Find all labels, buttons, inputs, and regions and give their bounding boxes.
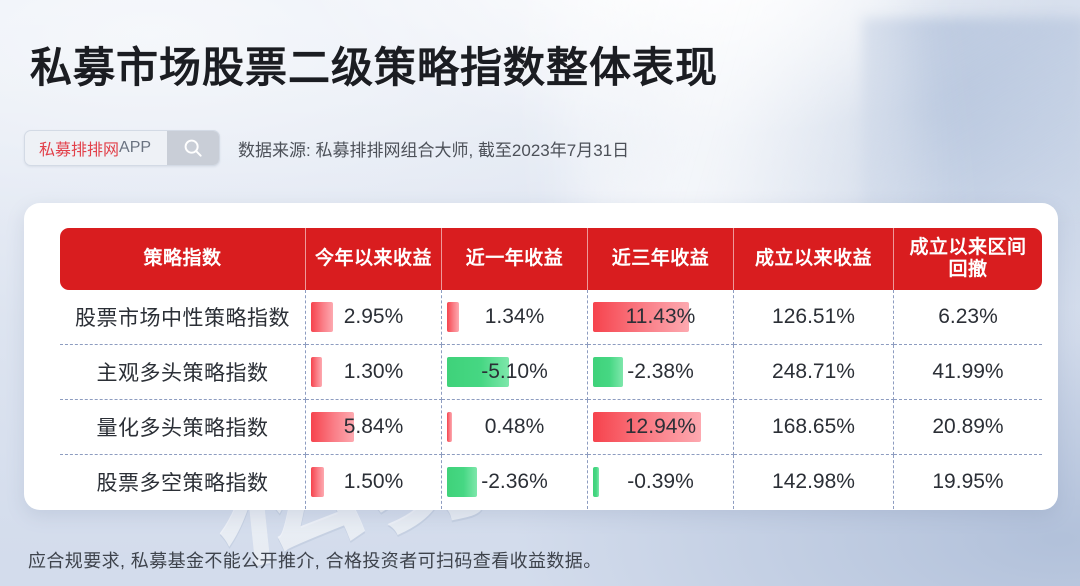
cell-ytd: 2.95% [306,290,442,345]
value-bar [447,412,452,442]
app-badge-suffix: APP [119,139,152,156]
cell-value: 2.95% [343,305,404,328]
cell-value: -5.10% [481,360,548,383]
col-header-inception: 成立以来收益 [734,228,894,290]
search-button[interactable] [167,131,220,165]
cell-3y: 12.94% [588,400,734,455]
table-body: 股票市场中性策略指数 2.95% 1.34% 11.43% 126.51% 6.… [60,290,1042,509]
cell-value: 126.51% [772,305,855,328]
cell-strategy-name: 主观多头策略指数 [60,345,306,400]
app-badge-label: 私募排排网 APP [25,131,167,165]
value-bar [593,357,623,387]
cell-inception: 168.65% [734,400,894,455]
footer-disclaimer: 应合规要求, 私募基金不能公开推介, 合格投资者可扫码查看收益数据。 [0,534,1080,586]
app-badge-brand: 私募排排网 [39,142,120,159]
cell-1y: 0.48% [442,400,588,455]
cell-drawdown: 20.89% [894,400,1042,455]
table-row: 股票市场中性策略指数 2.95% 1.34% 11.43% 126.51% 6.… [60,290,1042,345]
cell-value: 168.65% [772,415,855,438]
table-card: 策略指数 今年以来收益 近一年收益 近三年收益 成立以来收益 成立以来区间回撤 … [24,203,1058,510]
value-bar [447,467,477,497]
cell-drawdown: 19.95% [894,455,1042,509]
cell-ytd: 1.30% [306,345,442,400]
table-row: 量化多头策略指数 5.84% 0.48% 12.94% 168.65% 20.8… [60,400,1042,455]
page-title: 私募市场股票二级策略指数整体表现 [30,44,719,91]
value-bar [447,302,459,332]
col-header-strategy: 策略指数 [60,228,306,290]
cell-value: 6.23% [938,305,998,328]
value-bar [311,467,324,497]
value-bar [593,302,689,332]
cell-strategy-name: 股票多空策略指数 [60,455,306,509]
cell-ytd: 5.84% [306,400,442,455]
value-bar [311,412,354,442]
col-header-3y: 近三年收益 [588,228,734,290]
cell-drawdown: 6.23% [894,290,1042,345]
cell-value: 1.30% [343,360,404,383]
cell-value: 0.48% [484,415,545,438]
cell-value: 248.71% [772,360,855,383]
cell-value: -2.36% [481,470,548,493]
cell-value: 12.94% [624,415,697,438]
cell-value: -2.38% [627,360,694,383]
cell-value: -0.39% [627,470,694,493]
cell-value: 1.34% [484,305,545,328]
cell-value: 1.50% [343,470,404,493]
cell-inception: 126.51% [734,290,894,345]
col-header-ytd: 今年以来收益 [306,228,442,290]
meta-row: 私募排排网 APP 数据来源: 私募排排网组合大师, 截至2023年7月31日 [24,130,629,166]
cell-value: 5.84% [343,415,404,438]
table-row: 股票多空策略指数 1.50% -2.36% -0.39% 142.98% 19.… [60,455,1042,509]
value-bar [593,412,701,442]
cell-value: 20.89% [932,415,1004,438]
cell-3y: 11.43% [588,290,734,345]
table-row: 主观多头策略指数 1.30% -5.10% -2.38% 248.71% 41.… [60,345,1042,400]
col-header-drawdown: 成立以来区间回撤 [894,228,1042,290]
cell-ytd: 1.50% [306,455,442,509]
cell-strategy-name: 量化多头策略指数 [60,400,306,455]
value-bar [593,467,599,497]
value-bar [311,302,333,332]
cell-inception: 142.98% [734,455,894,509]
app-search-badge[interactable]: 私募排排网 APP [24,130,221,166]
cell-1y: -2.36% [442,455,588,509]
data-source-text: 数据来源: 私募排排网组合大师, 截至2023年7月31日 [238,140,630,160]
value-bar [447,357,509,387]
cell-value: 41.99% [932,360,1004,383]
cell-value: 11.43% [625,305,696,328]
cell-1y: -5.10% [442,345,588,400]
search-icon [182,137,204,159]
cell-strategy-name: 股票市场中性策略指数 [60,290,306,345]
cell-1y: 1.34% [442,290,588,345]
cell-3y: -0.39% [588,455,734,509]
cell-value: 19.95% [932,470,1004,493]
cell-3y: -2.38% [588,345,734,400]
strategy-index-table: 策略指数 今年以来收益 近一年收益 近三年收益 成立以来收益 成立以来区间回撤 … [60,228,1042,509]
col-header-1y: 近一年收益 [442,228,588,290]
cell-drawdown: 41.99% [894,345,1042,400]
value-bar [311,357,322,387]
cell-inception: 248.71% [734,345,894,400]
table-header-row: 策略指数 今年以来收益 近一年收益 近三年收益 成立以来收益 成立以来区间回撤 [60,228,1042,290]
disclaimer-text: 应合规要求, 私募基金不能公开推介, 合格投资者可扫码查看收益数据。 [28,551,602,571]
cell-value: 142.98% [772,470,855,493]
